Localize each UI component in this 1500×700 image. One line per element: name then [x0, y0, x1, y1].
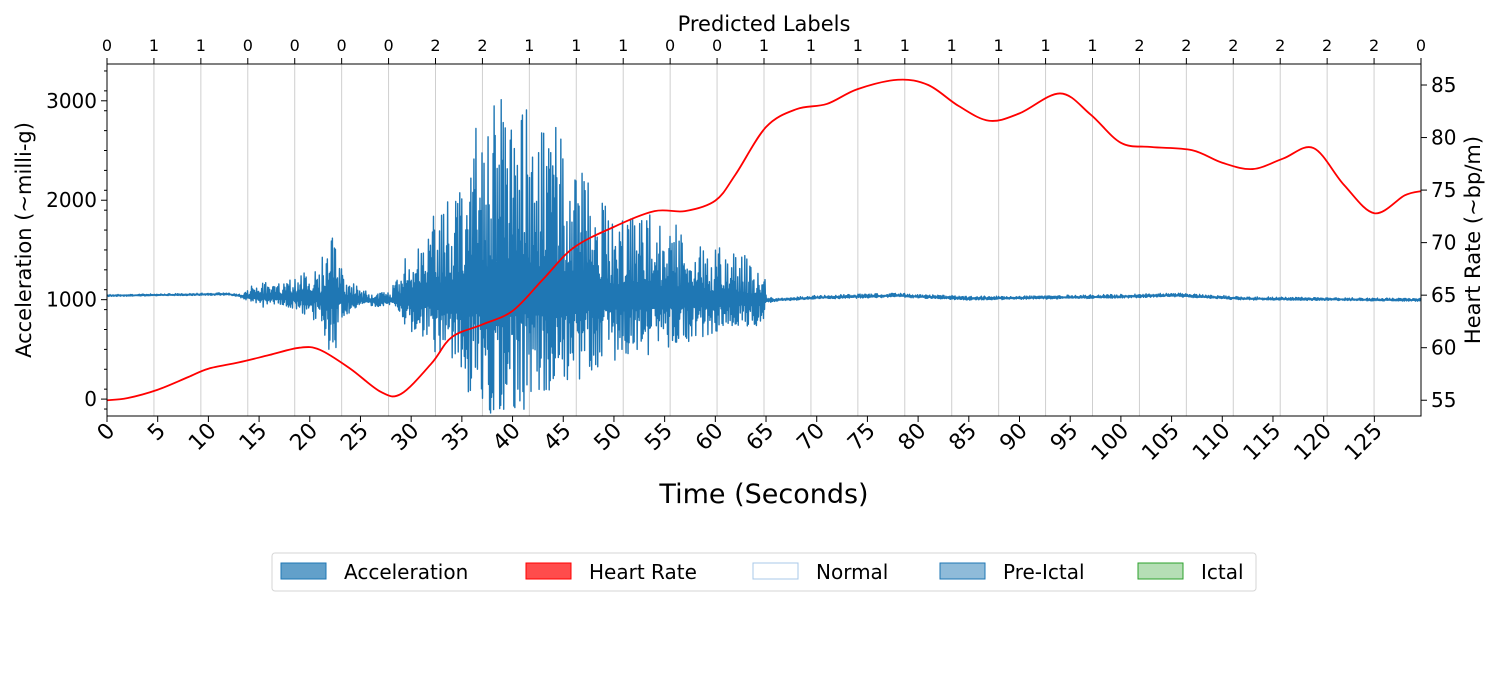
x-tick-label: 95 [1046, 419, 1083, 456]
legend-label: Ictal [1201, 560, 1244, 584]
x-tick-label: 60 [691, 419, 728, 456]
right-y-axis-title: Heart Rate (~bp/m) [1461, 136, 1485, 344]
x-tick-label: 100 [1087, 419, 1134, 466]
right-y-tick-label: 60 [1431, 336, 1456, 360]
predicted-label: 1 [947, 36, 957, 55]
legend-label: Acceleration [344, 560, 468, 584]
x-tick-label: 85 [945, 419, 982, 456]
predicted-label: 0 [665, 36, 675, 55]
predicted-label: 2 [1369, 36, 1379, 55]
x-tick-label: 80 [894, 419, 931, 456]
predicted-label: 2 [1228, 36, 1238, 55]
heart-rate-series [106, 78, 1422, 402]
predicted-label: 1 [900, 36, 910, 55]
x-tick-label: 90 [995, 419, 1032, 456]
left-y-tick-label: 2000 [46, 188, 97, 212]
right-y-tick-label: 65 [1431, 283, 1456, 307]
predicted-label: 2 [477, 36, 487, 55]
right-y-tick-label: 80 [1431, 126, 1456, 150]
x-tick-label: 105 [1137, 419, 1184, 466]
right-y-tick-label: 55 [1431, 388, 1456, 412]
predicted-label: 2 [1322, 36, 1332, 55]
x-tick-label: 40 [488, 419, 525, 456]
legend-swatch [1137, 562, 1184, 580]
x-tick-label: 65 [742, 419, 779, 456]
predicted-label: 1 [994, 36, 1004, 55]
x-tick-label: 75 [843, 419, 880, 456]
x-tick-label: 35 [438, 419, 475, 456]
x-tick-label: 0 [93, 419, 121, 447]
x-axis-ticks: 0 5 10 15 20 25 30 35 40 45 50 55 60 65 70 75 80 85 90 95 10… [93, 416, 1388, 466]
predicted-label: 2 [430, 36, 440, 55]
left-y-axis-title: Acceleration (~milli-g) [12, 122, 36, 358]
left-y-tick-label: 0 [84, 387, 97, 411]
predicted-label: 2 [1275, 36, 1285, 55]
x-tick-label: 70 [792, 419, 829, 456]
x-tick-label: 120 [1290, 419, 1337, 466]
predicted-label: 2 [1181, 36, 1191, 55]
predicted-label-ticks: 0 1 1 0 0 0 0 2 2 1 1 1 0 0 1 1 1 1 1 1 1 1 2 2 2 2 2 2 0 [102, 36, 1426, 64]
x-tick-label: 5 [143, 419, 171, 447]
predicted-label: 1 [524, 36, 534, 55]
x-tick-label: 50 [590, 419, 627, 456]
predicted-label: 1 [149, 36, 159, 55]
top-axis-title: Predicted Labels [678, 12, 851, 36]
left-y-tick-label: 1000 [46, 288, 97, 312]
right-y-tick-label: 85 [1431, 73, 1456, 97]
x-tick-label: 115 [1239, 419, 1286, 466]
predicted-label: 0 [102, 36, 112, 55]
predicted-label: 0 [243, 36, 253, 55]
acceleration-line [106, 99, 1422, 414]
legend-label: Heart Rate [589, 560, 697, 584]
x-tick-label: 110 [1188, 419, 1235, 466]
legend-swatch [752, 562, 799, 580]
predicted-label: 0 [1416, 36, 1426, 55]
x-axis-title: Time (Seconds) [658, 479, 868, 510]
x-tick-label: 15 [235, 419, 272, 456]
legend-label: Pre-Ictal [1003, 560, 1085, 584]
x-tick-label: 25 [336, 419, 373, 456]
predicted-label: 1 [853, 36, 863, 55]
x-tick-label: 55 [640, 419, 677, 456]
acceleration-series [106, 99, 1422, 414]
predicted-label: 1 [196, 36, 206, 55]
x-tick-label: 45 [539, 419, 576, 456]
predicted-label: 1 [1087, 36, 1097, 55]
x-tick-label: 30 [387, 419, 424, 456]
right-y-tick-label: 70 [1431, 231, 1456, 255]
predicted-label: 0 [337, 36, 347, 55]
heart-rate-line [106, 78, 1422, 402]
predicted-label: 1 [806, 36, 816, 55]
predicted-label: 1 [618, 36, 628, 55]
vertical-grid [106, 64, 1422, 416]
legend-swatch [939, 562, 986, 580]
x-tick-label: 10 [184, 419, 221, 456]
predicted-label: 0 [712, 36, 722, 55]
predicted-label: 1 [571, 36, 581, 55]
legend-swatch [525, 562, 572, 580]
legend-swatch [280, 562, 327, 580]
left-y-axis-ticks: 0 1000 2000 3000 [46, 70, 107, 411]
legend: Acceleration Heart Rate Normal Pre-Ictal Ict… [271, 552, 1257, 592]
x-tick-label: 20 [286, 419, 323, 456]
predicted-label: 0 [290, 36, 300, 55]
predicted-label: 1 [759, 36, 769, 55]
right-y-tick-label: 75 [1431, 178, 1456, 202]
x-tick-label: 125 [1340, 419, 1387, 466]
predicted-label: 2 [1134, 36, 1144, 55]
right-y-axis-ticks: 55 60 65 70 75 80 85 [1421, 73, 1456, 412]
legend-label: Normal [816, 560, 888, 584]
predicted-label: 1 [1040, 36, 1050, 55]
predicted-label: 0 [383, 36, 393, 55]
left-y-tick-label: 3000 [46, 89, 97, 113]
